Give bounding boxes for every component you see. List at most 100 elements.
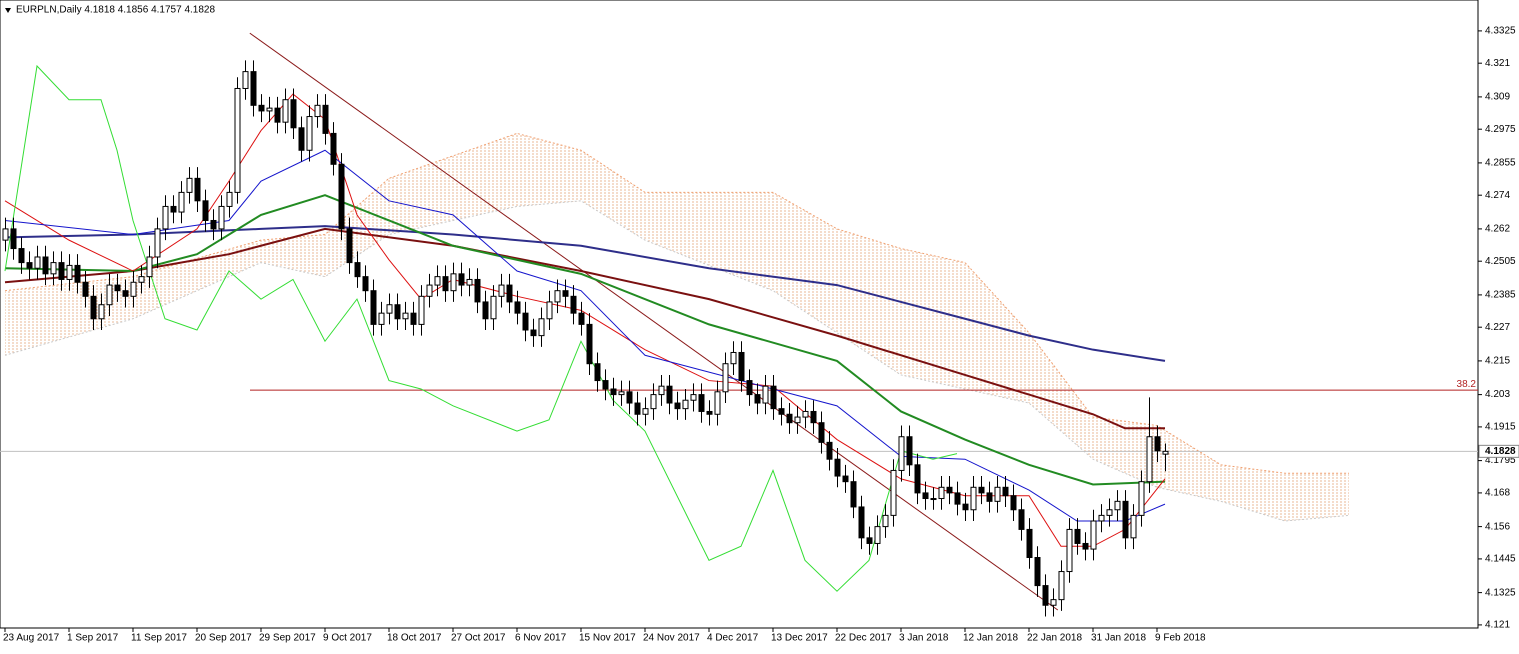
candle-body bbox=[826, 441, 833, 460]
indicator-line bbox=[4, 64, 958, 592]
candle-body bbox=[218, 205, 225, 230]
candle-body bbox=[1162, 450, 1169, 455]
candle-body bbox=[1082, 542, 1089, 550]
candle-body bbox=[362, 276, 369, 292]
candle-body bbox=[306, 116, 313, 151]
candle-body bbox=[778, 408, 785, 415]
candle-body bbox=[42, 256, 49, 275]
plot-frame bbox=[0, 0, 1479, 629]
candle-body bbox=[458, 273, 465, 286]
candle-body bbox=[74, 264, 81, 283]
x-tick-label: 18 Oct 2017 bbox=[387, 633, 442, 644]
price-label-box bbox=[1478, 444, 1519, 458]
candle-body bbox=[1034, 557, 1041, 587]
candle-body bbox=[1074, 528, 1081, 544]
candle-body bbox=[1002, 486, 1009, 497]
candle-body bbox=[1106, 509, 1113, 516]
candle-body bbox=[954, 492, 961, 505]
candle-body bbox=[506, 284, 513, 303]
candle-body bbox=[874, 526, 881, 544]
fibo-label: 38.2 bbox=[1457, 379, 1477, 390]
x-tick-label: 29 Sep 2017 bbox=[259, 633, 316, 644]
candle-body bbox=[266, 107, 273, 112]
candle-body bbox=[138, 276, 145, 283]
y-tick-label: 4.2385 bbox=[1485, 290, 1516, 301]
candle-body bbox=[66, 264, 73, 280]
candle-body bbox=[346, 228, 353, 264]
indicator-line bbox=[4, 149, 1166, 522]
candle-body bbox=[130, 281, 137, 297]
candle-body bbox=[786, 413, 793, 424]
candle-body bbox=[674, 402, 681, 410]
candle-body bbox=[746, 380, 753, 396]
candle-body bbox=[178, 191, 185, 213]
candle-body bbox=[802, 410, 809, 418]
y-tick-label: 4.2975 bbox=[1485, 124, 1516, 135]
candle-body bbox=[162, 205, 169, 230]
candle-body bbox=[490, 295, 497, 320]
candle-body bbox=[538, 318, 545, 337]
candle-body bbox=[514, 301, 521, 314]
candle-body bbox=[202, 200, 209, 221]
candle-body bbox=[602, 380, 609, 390]
y-tick-label: 4.1325 bbox=[1485, 587, 1516, 598]
y-tick-label: 4.309 bbox=[1485, 92, 1510, 103]
candle-body bbox=[690, 394, 697, 401]
y-tick-label: 4.274 bbox=[1485, 190, 1510, 201]
x-tick-label: 12 Jan 2018 bbox=[963, 633, 1018, 644]
candle-body bbox=[722, 363, 729, 393]
x-tick-label: 6 Nov 2017 bbox=[515, 633, 567, 644]
candle-body bbox=[274, 107, 281, 123]
candle-body bbox=[754, 394, 761, 404]
candle-body bbox=[546, 301, 553, 320]
price-label: 4.1828 bbox=[1485, 446, 1516, 457]
candle-body bbox=[1050, 599, 1057, 606]
candle-body bbox=[882, 514, 889, 528]
candle-body bbox=[578, 312, 585, 325]
candle-body bbox=[434, 276, 441, 286]
x-tick-label: 13 Dec 2017 bbox=[771, 633, 828, 644]
candle-body bbox=[242, 71, 249, 89]
candle-body bbox=[386, 304, 393, 314]
candle-body bbox=[1010, 495, 1017, 511]
candle-body bbox=[634, 402, 641, 415]
candle-body bbox=[114, 284, 121, 292]
candle-body bbox=[394, 304, 401, 320]
candle-body bbox=[738, 351, 745, 382]
y-tick-label: 4.3325 bbox=[1485, 26, 1516, 37]
candle-body bbox=[946, 486, 953, 494]
candle-body bbox=[994, 486, 1001, 502]
candle-body bbox=[442, 276, 449, 292]
candle-body bbox=[1130, 514, 1137, 539]
candle-body bbox=[562, 290, 569, 297]
candle-body bbox=[194, 177, 201, 202]
candle-body bbox=[154, 228, 161, 258]
candle-body bbox=[106, 284, 113, 306]
candle-body bbox=[210, 219, 217, 230]
candle-body bbox=[762, 385, 769, 404]
candle-body bbox=[962, 503, 969, 511]
candle-body bbox=[18, 248, 25, 264]
candle-body bbox=[1090, 520, 1097, 550]
candle-body bbox=[1154, 436, 1161, 452]
candle-body bbox=[1066, 528, 1073, 573]
candle-body bbox=[450, 273, 457, 292]
candle-body bbox=[26, 262, 33, 269]
candle-body bbox=[522, 312, 529, 331]
candle-body bbox=[530, 329, 537, 337]
candle-body bbox=[914, 464, 921, 494]
menu-icon bbox=[5, 8, 11, 13]
candle-body bbox=[810, 410, 817, 424]
candle-body bbox=[1114, 500, 1121, 511]
y-tick-label: 4.1915 bbox=[1485, 422, 1516, 433]
y-tick-label: 4.1445 bbox=[1485, 554, 1516, 565]
candle-body bbox=[1098, 514, 1105, 522]
candle-body bbox=[986, 492, 993, 502]
candle-body bbox=[1026, 528, 1033, 559]
candle-body bbox=[1138, 481, 1145, 516]
candle-body bbox=[322, 104, 329, 134]
candle-body bbox=[906, 436, 913, 466]
candle-body bbox=[298, 127, 305, 151]
candle-body bbox=[1146, 436, 1153, 483]
